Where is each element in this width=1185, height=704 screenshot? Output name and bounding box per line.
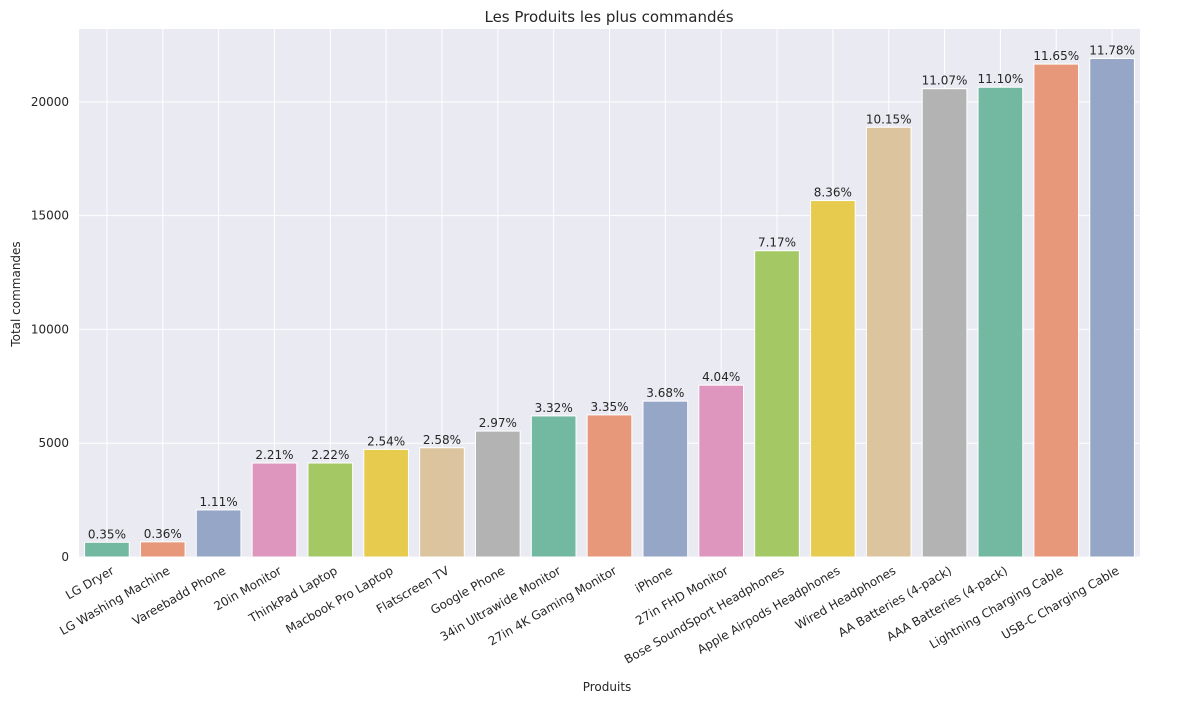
bar [921, 88, 968, 558]
x-tick-label: 27in FHD Monitor [633, 563, 731, 627]
bar-data-label: 3.68% [646, 386, 684, 400]
data-labels: 0.35% 0.36% 1.11% 2.21% 2.22% 2.54% 2.58% 2.97%… [88, 44, 1135, 542]
bar-data-label: 2.97% [479, 416, 517, 430]
bar [530, 415, 577, 558]
bar [419, 447, 465, 558]
bar-data-label: 11.78% [1089, 44, 1135, 58]
bar-data-label: 0.36% [144, 527, 182, 541]
bar [586, 414, 633, 558]
bar-data-label: 1.11% [200, 495, 238, 509]
y-tick-label: 5000 [38, 436, 69, 450]
bars [84, 58, 1135, 558]
bar [195, 509, 242, 558]
bar-data-label: 8.36% [814, 186, 852, 200]
y-axis-ticks: 0 5000 10000 15000 20000 [31, 95, 69, 564]
x-tick-label: iPhone [633, 563, 675, 595]
bar-data-label: 2.58% [423, 433, 461, 447]
bar [698, 384, 745, 558]
y-tick-label: 15000 [31, 209, 69, 223]
bar-data-label: 2.22% [311, 448, 349, 462]
bar [251, 462, 298, 558]
bar-data-label: 0.35% [88, 527, 126, 541]
bar-data-label: 11.07% [922, 74, 968, 88]
bar [754, 250, 800, 558]
bar-data-label: 4.04% [702, 370, 740, 384]
bar-data-label: 2.54% [367, 434, 405, 448]
bar [865, 126, 912, 558]
bar [474, 430, 521, 558]
x-tick-label: Vareebadd Phone [130, 563, 228, 628]
bar-data-label: 2.21% [255, 448, 293, 462]
y-tick-label: 0 [61, 550, 69, 564]
y-tick-label: 20000 [31, 95, 69, 109]
bar-data-label: 10.15% [866, 112, 912, 126]
bar-data-label: 3.32% [535, 401, 573, 415]
bar [307, 462, 354, 558]
bar [642, 400, 689, 558]
bar-data-label: 3.35% [590, 400, 628, 414]
bar [810, 200, 856, 558]
bar-data-label: 11.10% [978, 72, 1024, 86]
bar [977, 86, 1024, 558]
bar [84, 541, 130, 558]
bar [139, 541, 186, 558]
x-tick-label: Macbook Pro Laptop [283, 563, 395, 636]
chart-title: Les Produits les plus commandés [484, 8, 733, 26]
y-axis-label: Total commandes [9, 241, 23, 347]
bar [1089, 58, 1135, 558]
bar-data-label: 11.65% [1033, 49, 1079, 63]
y-tick-label: 10000 [31, 322, 69, 336]
x-axis-label: Produits [583, 680, 632, 694]
bar-data-label: 7.17% [758, 236, 796, 250]
bar [363, 448, 409, 558]
bar [1033, 63, 1080, 558]
